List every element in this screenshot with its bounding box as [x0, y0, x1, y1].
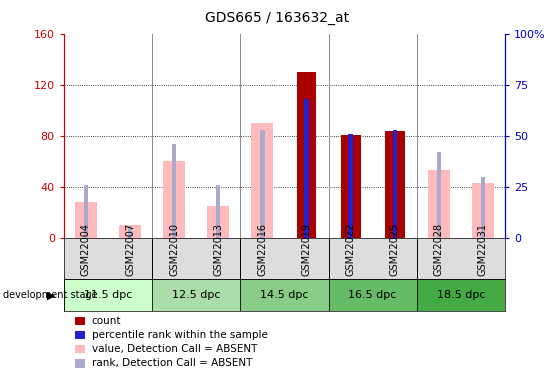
Bar	[128, 226, 132, 238]
Text: rank, Detection Call = ABSENT: rank, Detection Call = ABSENT	[92, 358, 252, 368]
Bar	[472, 183, 494, 238]
Text: count: count	[92, 316, 121, 326]
Bar	[152, 279, 240, 311]
Text: percentile rank within the sample: percentile rank within the sample	[92, 330, 268, 340]
Text: 16.5 dpc: 16.5 dpc	[349, 290, 397, 300]
Text: GSM22028: GSM22028	[434, 223, 444, 276]
Text: GSM22004: GSM22004	[81, 223, 91, 276]
Bar	[349, 134, 353, 238]
Text: GSM22025: GSM22025	[390, 223, 400, 276]
Bar	[385, 131, 405, 238]
Bar	[207, 206, 229, 238]
Bar	[64, 279, 152, 311]
Bar	[84, 185, 88, 238]
Bar	[437, 152, 441, 238]
Bar	[75, 202, 97, 238]
Text: GSM22010: GSM22010	[169, 223, 179, 276]
Text: GSM22007: GSM22007	[125, 223, 135, 276]
Text: GSM22022: GSM22022	[346, 223, 356, 276]
Text: GSM22013: GSM22013	[213, 223, 223, 276]
Bar	[172, 144, 176, 238]
Bar	[304, 99, 309, 238]
Bar	[240, 279, 329, 311]
Text: GSM22031: GSM22031	[478, 223, 488, 276]
Bar	[341, 135, 361, 238]
Text: 11.5 dpc: 11.5 dpc	[84, 290, 132, 300]
Text: GSM22016: GSM22016	[258, 223, 268, 276]
Text: 12.5 dpc: 12.5 dpc	[172, 290, 220, 300]
Text: 18.5 dpc: 18.5 dpc	[437, 290, 485, 300]
Bar	[163, 162, 185, 238]
Bar	[260, 130, 265, 238]
Bar	[428, 170, 450, 238]
Text: GSM22019: GSM22019	[301, 223, 311, 276]
Bar	[119, 225, 141, 238]
Text: 14.5 dpc: 14.5 dpc	[260, 290, 309, 300]
Text: value, Detection Call = ABSENT: value, Detection Call = ABSENT	[92, 344, 257, 354]
Text: GDS665 / 163632_at: GDS665 / 163632_at	[205, 11, 350, 25]
Bar	[251, 123, 274, 238]
Text: development stage: development stage	[3, 291, 97, 300]
Bar	[329, 279, 417, 311]
Text: ▶: ▶	[47, 291, 56, 300]
Bar	[296, 72, 316, 238]
Bar	[417, 279, 505, 311]
Bar	[392, 130, 397, 238]
Bar	[481, 177, 485, 238]
Bar	[216, 185, 220, 238]
